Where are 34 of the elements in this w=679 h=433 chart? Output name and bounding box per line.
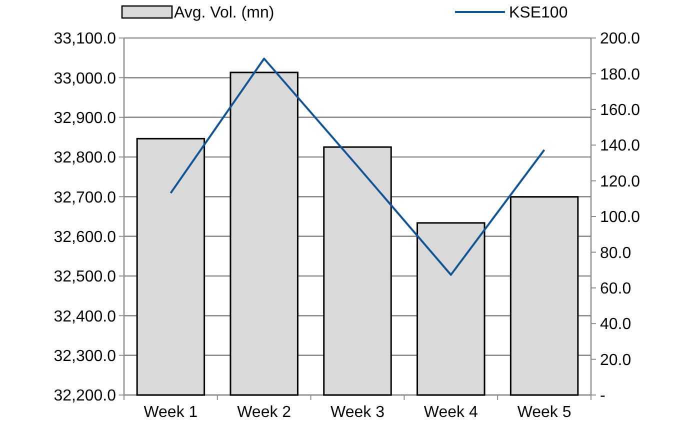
- y-tick-label: 33,000.0: [54, 70, 116, 88]
- y-tick-label: 32,700.0: [54, 189, 116, 206]
- y2-tick-label: 140.0: [600, 138, 640, 155]
- x-tick-label: Week 4: [424, 404, 478, 421]
- y2-tick-label: 200.0: [600, 30, 640, 48]
- y-tick-label: 32,300.0: [54, 348, 116, 365]
- y2-tick-label: 160.0: [600, 102, 640, 119]
- y2-tick-label: 120.0: [600, 173, 640, 190]
- y-tick-label: 32,400.0: [54, 308, 116, 326]
- x-tick-label: Week 1: [144, 404, 198, 421]
- y-tick-label: 32,200.0: [54, 388, 116, 405]
- bar: [416, 222, 486, 396]
- x-tick-label: Week 2: [237, 404, 292, 421]
- legend-label: KSE100: [509, 4, 568, 22]
- y-tick-label: 32,600.0: [54, 228, 116, 246]
- y2-tick-label: 180.0: [600, 66, 640, 84]
- y2-tick-label: -: [600, 388, 606, 405]
- x-tick-label: Week 3: [330, 404, 385, 421]
- legend-label: Avg. Vol. (mn): [174, 4, 274, 22]
- y-tick-label: 32,900.0: [54, 110, 116, 127]
- y-tick-label: 32,500.0: [54, 268, 116, 286]
- y-tick-label: 33,100.0: [54, 30, 116, 48]
- y2-tick-label: 60.0: [600, 280, 632, 298]
- x-tick-label: Week 5: [517, 404, 572, 421]
- y2-tick-label: 40.0: [600, 316, 632, 334]
- bar: [136, 138, 206, 396]
- bar: [510, 196, 579, 396]
- y-tick-label: 32,800.0: [54, 150, 116, 167]
- y2-tick-label: 100.0: [600, 209, 640, 226]
- y2-tick-label: 80.0: [600, 244, 632, 262]
- bar: [230, 72, 298, 396]
- y2-tick-label: 20.0: [600, 352, 632, 369]
- bar: [323, 146, 392, 396]
- line-series: [170, 58, 546, 276]
